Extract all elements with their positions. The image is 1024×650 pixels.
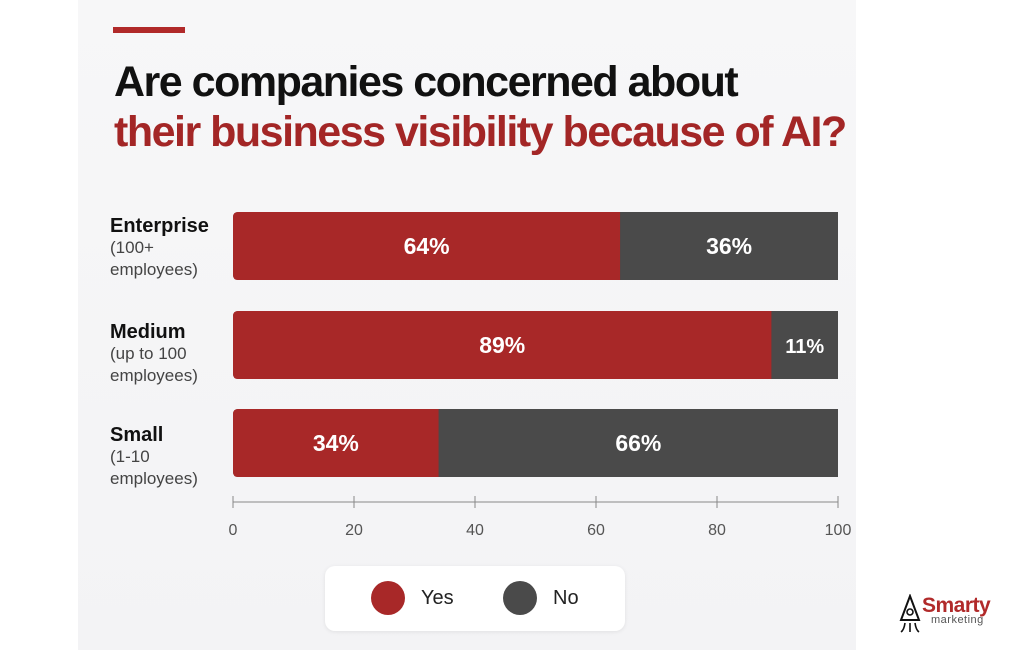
legend-label-yes: Yes: [421, 586, 454, 609]
bar-no-small: [438, 409, 838, 477]
x-tick-label-20: 20: [345, 522, 363, 539]
x-tick-label-40: 40: [466, 522, 484, 539]
bar-yes-medium: [233, 311, 772, 379]
category-subtitle: (100+ employees): [110, 238, 198, 279]
bar-no-medium: [771, 311, 838, 379]
category-name: Small: [110, 424, 164, 446]
legend-swatch-yes: [371, 581, 405, 615]
category-name: Medium: [110, 321, 186, 343]
legend: Yes No: [325, 566, 625, 631]
data-label-yes-enterprise: 64%: [404, 233, 450, 259]
logo-name: Smarty: [922, 594, 991, 617]
category-label-small: Small (1-10 employees): [110, 424, 228, 490]
bar-no-end-medium: [828, 311, 838, 379]
legend-label-no: No: [553, 586, 579, 609]
category-label-medium: Medium (up to 100 employees): [110, 321, 228, 387]
logo-tagline: marketing: [931, 614, 984, 626]
chart-title-line2: their business visibility because of AI?: [114, 108, 847, 156]
legend-item-no: No: [503, 581, 579, 615]
chart-title-line1: Are companies concerned about: [114, 58, 739, 106]
data-label-no-small: 66%: [615, 430, 661, 456]
x-tick-label-0: 0: [229, 522, 238, 539]
data-label-yes-small: 34%: [313, 430, 359, 456]
legend-item-yes: Yes: [371, 581, 454, 615]
accent-bar: [113, 27, 185, 33]
legend-swatch-no: [503, 581, 537, 615]
data-label-yes-medium: 89%: [479, 332, 525, 358]
x-tick-label-60: 60: [587, 522, 605, 539]
category-subtitle: (1-10 employees): [110, 447, 198, 488]
brand-logo: Smarty marketing: [897, 594, 1007, 634]
data-label-no-medium: 11%: [785, 336, 824, 358]
category-subtitle: (up to 100 employees): [110, 344, 198, 385]
bar-no-end-small: [828, 409, 838, 477]
category-label-enterprise: Enterprise (100+ employees): [110, 215, 228, 281]
bar-no-end-enterprise: [828, 212, 838, 280]
bar-yes-small: [233, 409, 439, 477]
x-tick-label-100: 100: [825, 522, 852, 539]
category-name: Enterprise: [110, 215, 209, 237]
bar-no-enterprise: [620, 212, 838, 280]
bar-yes-enterprise: [233, 212, 621, 280]
rocket-icon: [899, 594, 921, 633]
x-tick-label-80: 80: [708, 522, 726, 539]
data-label-no-enterprise: 36%: [706, 233, 752, 259]
